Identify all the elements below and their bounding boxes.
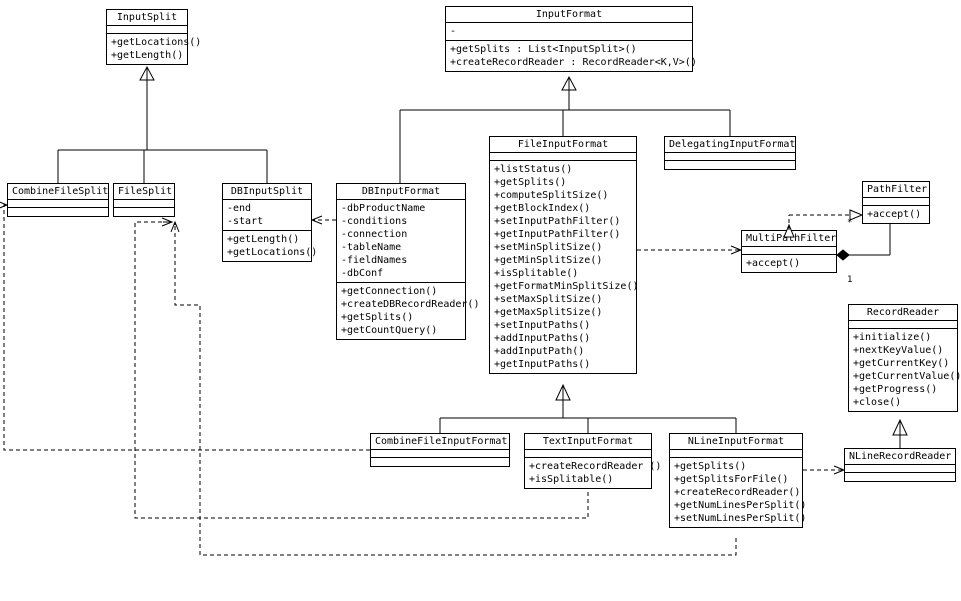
class-attrs: -dbProductName -conditions -connection -… xyxy=(337,200,465,283)
class-name: PathFilter xyxy=(863,182,929,198)
class-nlinerecordreader: NLineRecordReader xyxy=(844,448,956,482)
class-combinefilesplit: CombineFileSplit xyxy=(7,183,109,217)
class-name: DelegatingInputFormat xyxy=(665,137,795,153)
class-name: InputSplit xyxy=(107,10,187,26)
class-dbinputformat: DBInputFormat -dbProductName -conditions… xyxy=(336,183,466,340)
class-methods: +accept() xyxy=(742,255,836,272)
class-attrs xyxy=(8,200,108,208)
class-nlineinputformat: NLineInputFormat +getSplits() +getSplits… xyxy=(669,433,803,528)
class-methods: +createRecordReader () +isSplitable() xyxy=(525,458,651,488)
class-methods: +getSplits() +getSplitsForFile() +create… xyxy=(670,458,802,527)
class-name: RecordReader xyxy=(849,305,957,321)
class-attrs xyxy=(107,26,187,34)
class-methods xyxy=(8,208,108,216)
class-name: NLineInputFormat xyxy=(670,434,802,450)
class-attrs xyxy=(490,153,636,161)
class-methods: +getLocations() +getLength() xyxy=(107,34,187,64)
class-methods xyxy=(114,208,174,216)
class-methods xyxy=(665,161,795,169)
class-filesplit: FileSplit xyxy=(113,183,175,217)
connectors-layer xyxy=(0,0,961,601)
class-methods: +initialize() +nextKeyValue() +getCurren… xyxy=(849,329,957,411)
class-attrs: - xyxy=(446,23,692,41)
class-fileinputformat: FileInputFormat +listStatus() +getSplits… xyxy=(489,136,637,374)
class-attrs: -end -start xyxy=(223,200,311,231)
class-name: FileSplit xyxy=(114,184,174,200)
multiplicity-one: 1 xyxy=(847,275,852,285)
class-inputformat: InputFormat - +getSplits : List<InputSpl… xyxy=(445,6,693,72)
class-methods: +getSplits : List<InputSplit>() +createR… xyxy=(446,41,692,71)
class-methods xyxy=(845,473,955,481)
class-multipathfilter: MultiPathFilter +accept() xyxy=(741,230,837,273)
class-methods xyxy=(371,458,509,466)
class-recordreader: RecordReader +initialize() +nextKeyValue… xyxy=(848,304,958,412)
class-inputsplit: InputSplit +getLocations() +getLength() xyxy=(106,9,188,65)
class-name: InputFormat xyxy=(446,7,692,23)
class-combinefileinputformat: CombineFileInputFormat xyxy=(370,433,510,467)
class-dbinputsplit: DBInputSplit -end -start +getLength() +g… xyxy=(222,183,312,262)
class-attrs xyxy=(525,450,651,458)
class-name: CombineFileInputFormat xyxy=(371,434,509,450)
class-name: TextInputFormat xyxy=(525,434,651,450)
class-delegatinginputformat: DelegatingInputFormat xyxy=(664,136,796,170)
class-name: DBInputSplit xyxy=(223,184,311,200)
class-attrs xyxy=(742,247,836,255)
class-name: CombineFileSplit xyxy=(8,184,108,200)
class-methods: +accept() xyxy=(863,206,929,223)
class-pathfilter: PathFilter +accept() xyxy=(862,181,930,224)
class-methods: +getConnection() +createDBRecordReader()… xyxy=(337,283,465,339)
class-methods: +getLength() +getLocations() xyxy=(223,231,311,261)
class-name: MultiPathFilter xyxy=(742,231,836,247)
class-attrs xyxy=(670,450,802,458)
class-name: NLineRecordReader xyxy=(845,449,955,465)
class-methods: +listStatus() +getSplits() +computeSplit… xyxy=(490,161,636,373)
class-attrs xyxy=(371,450,509,458)
multiplicity-star: * xyxy=(847,218,852,228)
class-name: DBInputFormat xyxy=(337,184,465,200)
class-attrs xyxy=(863,198,929,206)
class-attrs xyxy=(114,200,174,208)
class-name: FileInputFormat xyxy=(490,137,636,153)
class-attrs xyxy=(665,153,795,161)
class-attrs xyxy=(845,465,955,473)
class-attrs xyxy=(849,321,957,329)
class-textinputformat: TextInputFormat +createRecordReader () +… xyxy=(524,433,652,489)
